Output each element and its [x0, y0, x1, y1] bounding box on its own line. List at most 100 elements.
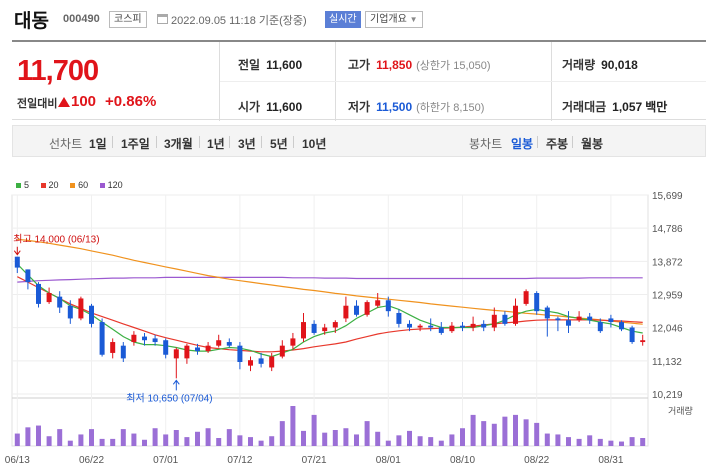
period-3m[interactable]: 3개월	[164, 137, 193, 151]
volume-bar	[354, 434, 359, 446]
prev-close-label: 전일	[238, 58, 261, 72]
y-tick-label: 14,786	[652, 224, 683, 235]
volume-bar	[491, 423, 497, 446]
volume-bar	[120, 429, 126, 446]
period-1w[interactable]: 1주일	[121, 137, 150, 151]
volume-bar	[25, 427, 31, 446]
divider	[112, 136, 113, 148]
divider	[572, 136, 573, 148]
candle-weekly[interactable]: 주봉	[546, 137, 569, 151]
ma120-swatch	[99, 183, 105, 189]
candle-body	[566, 320, 571, 326]
high-price: 고가 11,850 (상한가 15,050)	[348, 56, 491, 73]
volume-bar	[470, 414, 476, 446]
period-10y[interactable]: 10년	[302, 137, 327, 151]
candle-body	[608, 318, 614, 323]
candle-body	[36, 283, 41, 304]
volume-bar	[216, 438, 222, 446]
volume-bar	[438, 440, 444, 446]
candle-body	[120, 345, 126, 359]
period-1d[interactable]: 1일	[89, 137, 107, 151]
candle	[131, 331, 137, 346]
volume-bar	[110, 438, 116, 446]
candle-body	[491, 314, 497, 328]
volume-bar	[290, 406, 296, 446]
candle	[311, 320, 317, 335]
lower-limit: (하한가 8,150)	[416, 102, 485, 114]
volume-bar	[566, 437, 571, 446]
volume-bar	[322, 432, 328, 446]
period-1y[interactable]: 1년	[207, 137, 225, 151]
candle	[566, 311, 571, 333]
candle	[407, 320, 412, 332]
period-5y[interactable]: 5년	[270, 137, 288, 151]
candle	[534, 291, 540, 315]
candle	[89, 303, 94, 328]
x-tick-label: 07/01	[153, 455, 178, 466]
candle	[237, 342, 243, 370]
candle	[428, 318, 434, 332]
candle	[449, 322, 455, 333]
candle	[322, 323, 328, 335]
candle-body	[25, 269, 31, 283]
candle-body	[173, 349, 179, 359]
compare-label: 전일대비	[17, 98, 58, 110]
volume-bar	[142, 439, 147, 446]
volume-bar	[428, 437, 434, 446]
candle	[290, 332, 296, 350]
candle	[269, 352, 275, 372]
x-tick-label: 08/10	[450, 455, 475, 466]
volume-bar	[460, 428, 465, 446]
candle-body	[619, 322, 624, 330]
y-tick-label: 15,699	[652, 191, 683, 202]
moving-averages	[16, 238, 643, 358]
candle-body	[417, 325, 423, 328]
legend-ma120: 120	[99, 180, 123, 190]
volume-bar	[396, 435, 402, 446]
low-price: 저가 11,500 (하한가 8,150)	[348, 98, 484, 115]
plot-frame	[11, 194, 649, 447]
volume-bar	[67, 440, 73, 446]
volume-bar	[629, 437, 635, 446]
high-arrow-icon	[13, 246, 21, 256]
trade-amount: 거래대금 1,057 백만	[562, 98, 667, 115]
candle-body	[576, 316, 582, 321]
candle	[173, 347, 179, 379]
volume-bar	[534, 422, 540, 446]
candle-body	[163, 340, 169, 355]
candle	[301, 312, 306, 343]
candle-body	[46, 293, 52, 303]
ma5-swatch	[16, 183, 21, 189]
volume-bar	[89, 429, 94, 446]
volume-bar	[173, 430, 179, 446]
realtime-button[interactable]: 실시간	[325, 11, 361, 28]
candle	[438, 322, 444, 335]
candle	[78, 296, 84, 321]
candle	[332, 320, 338, 333]
candle-body	[364, 302, 370, 315]
price-change: 100	[71, 93, 97, 110]
candle-body	[555, 318, 561, 321]
volume-bar	[576, 438, 582, 446]
legend-ma5-label: 5	[24, 180, 30, 190]
candle-daily[interactable]: 일봉	[511, 137, 534, 151]
candle-body	[89, 305, 94, 324]
high-label: 고가	[348, 58, 371, 72]
candle-body	[301, 322, 306, 339]
candle	[396, 309, 402, 328]
candle-chart-label: 봉차트	[469, 137, 503, 151]
x-axis: 06/13 06/22 07/01 07/12 07/21 08/01 08/10 08/22…	[5, 455, 624, 466]
x-tick-label: 07/12	[227, 455, 252, 466]
annotations: 최고 14,000 (06/13) 최저 10,650 (07/04)	[13, 234, 212, 405]
company-overview-dropdown[interactable]: 기업개요 ▼	[365, 11, 423, 28]
volume-bar	[226, 429, 232, 446]
candle-monthly[interactable]: 월봉	[581, 137, 604, 151]
volume-bar	[640, 438, 646, 446]
divider	[199, 136, 200, 148]
volume-bar	[544, 433, 550, 446]
low-value: 11,500	[376, 100, 413, 114]
candle	[279, 340, 285, 359]
period-3y[interactable]: 3년	[238, 137, 256, 151]
candle	[152, 334, 158, 346]
candle-body	[396, 312, 402, 324]
